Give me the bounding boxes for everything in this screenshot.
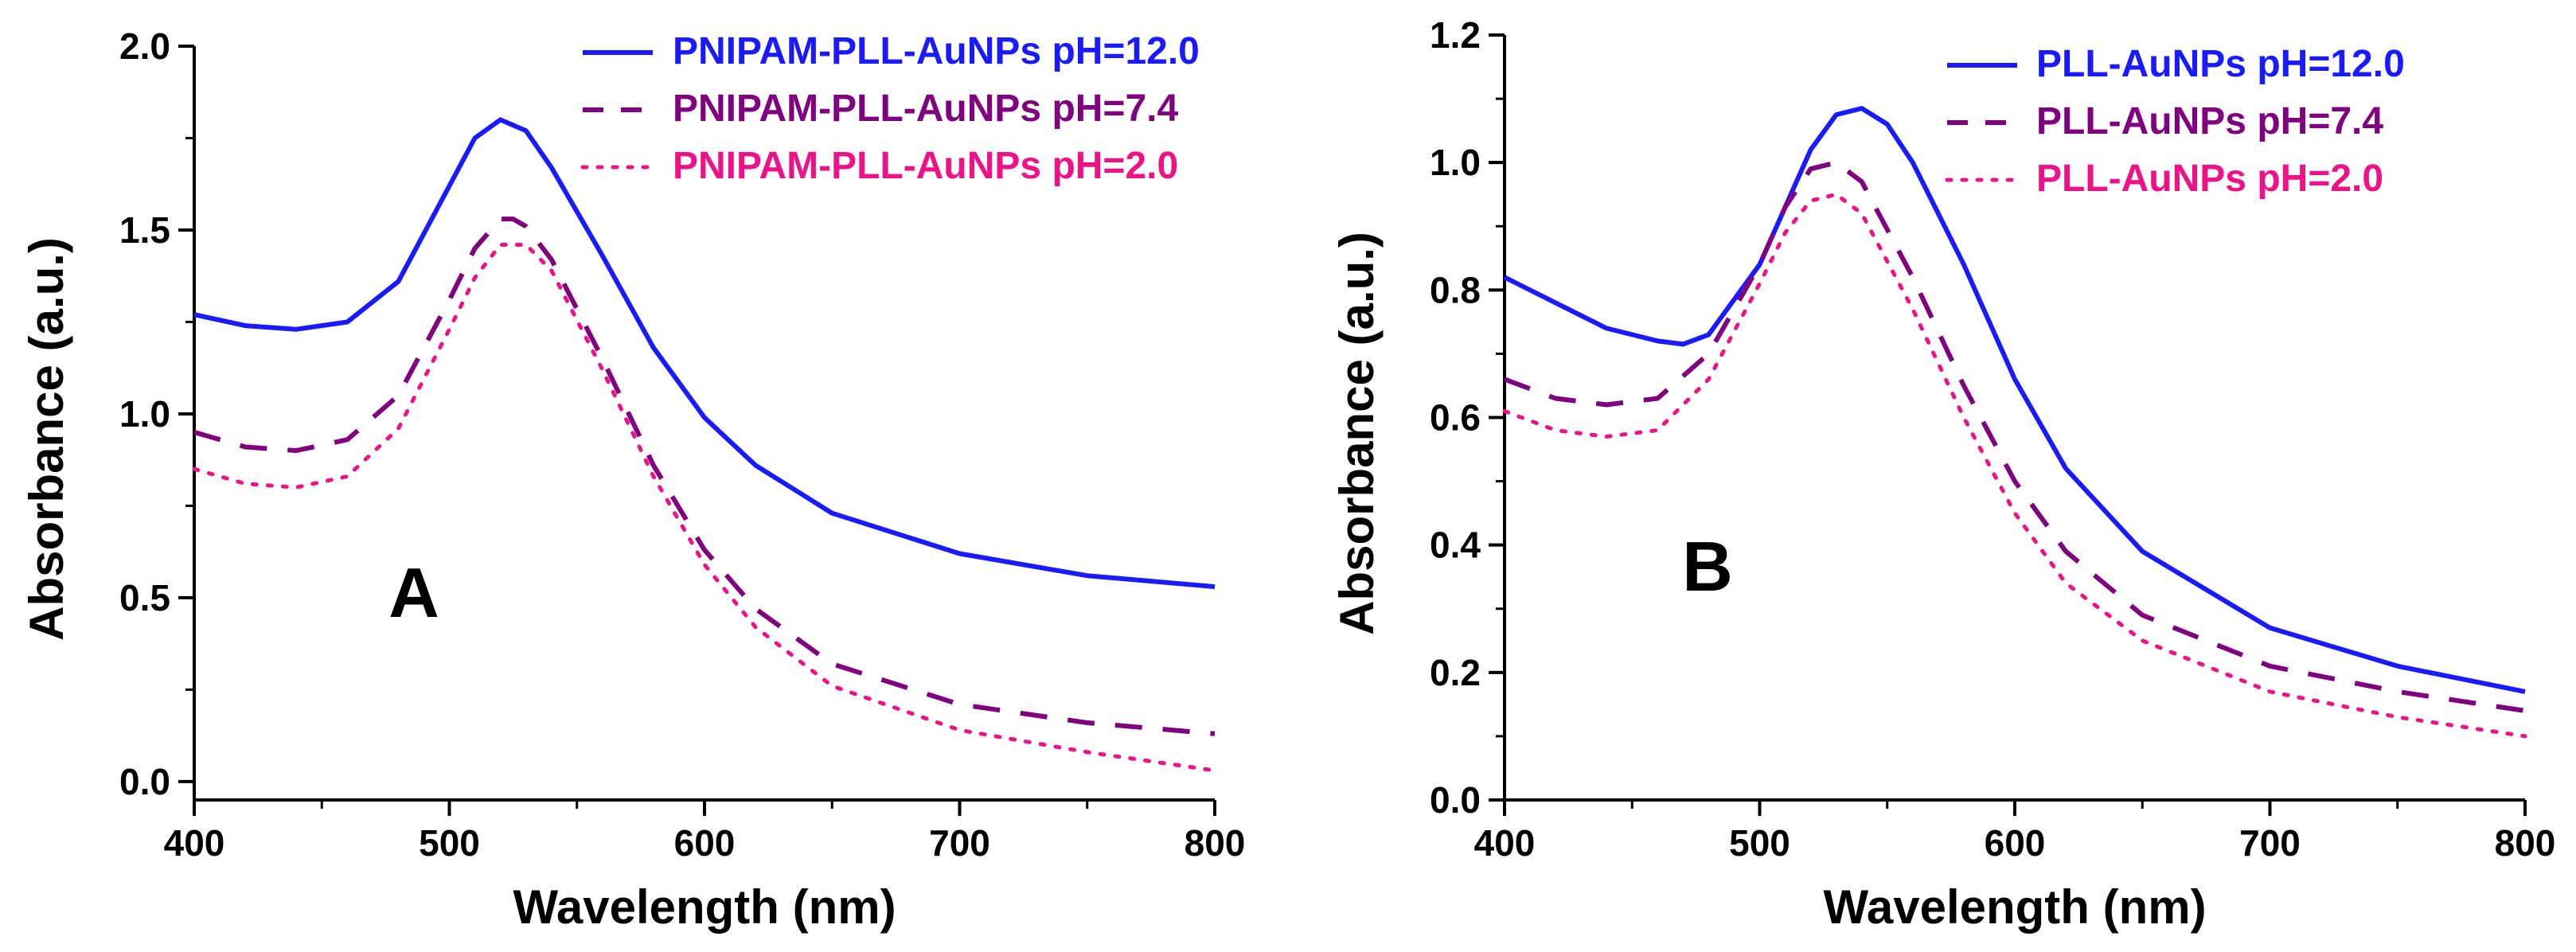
series-line-dashed [1503, 160, 2526, 713]
x-tick-label: 500 [419, 822, 480, 864]
legend-label: PLL-AuNPs pH=12.0 [2036, 43, 2405, 85]
y-tick-label: 2.0 [119, 25, 170, 67]
series-line-solid [1503, 106, 2526, 694]
y-tick-label: 0.6 [1430, 397, 1481, 439]
x-axis-title: Wavelength (nm) [513, 880, 896, 934]
legend-label: PLL-AuNPs pH=7.4 [2036, 100, 2383, 142]
x-tick-label: 600 [674, 822, 736, 864]
y-axis-title: Absorbance (a.u.) [1330, 232, 1384, 635]
x-tick-label: 800 [2495, 822, 2556, 864]
x-tick-label: 700 [929, 822, 990, 864]
x-tick-label: 500 [1729, 822, 1790, 864]
legend-label: PLL-AuNPs pH=2.0 [2036, 158, 2383, 200]
y-tick-label: 0.0 [1430, 779, 1481, 821]
y-axis-title: Absorbance (a.u.) [20, 237, 73, 641]
y-tick-label: 0.5 [119, 577, 170, 618]
x-axis-title: Wavelength (nm) [1823, 880, 2206, 934]
x-tick-label: 600 [1985, 822, 2046, 864]
series-line-dashed [193, 217, 1216, 736]
legend-label: PNIPAM-PLL-AuNPs pH=12.0 [673, 30, 1200, 72]
legend-label: PNIPAM-PLL-AuNPs pH=2.0 [673, 145, 1178, 187]
y-tick-label: 1.0 [1430, 142, 1481, 183]
y-tick-label: 1.0 [119, 393, 170, 435]
legend-label: PNIPAM-PLL-AuNPs pH=7.4 [673, 88, 1178, 130]
panel-label: B [1682, 527, 1733, 606]
y-tick-label: 0.0 [119, 761, 170, 802]
y-tick-label: 0.2 [1430, 652, 1481, 693]
y-tick-label: 0.4 [1430, 525, 1481, 566]
y-tick-label: 1.5 [119, 209, 170, 251]
series-line-solid [193, 117, 1216, 590]
y-tick-label: 0.8 [1430, 269, 1481, 310]
x-tick-label: 700 [2239, 822, 2301, 864]
panel-label: A [388, 553, 439, 632]
series-line-dotted [192, 243, 1217, 773]
x-tick-label: 400 [1474, 822, 1536, 864]
x-tick-label: 800 [1185, 822, 1246, 864]
series-line-dotted [1502, 192, 2527, 739]
x-tick-label: 400 [164, 822, 225, 864]
y-tick-label: 1.2 [1430, 14, 1481, 56]
